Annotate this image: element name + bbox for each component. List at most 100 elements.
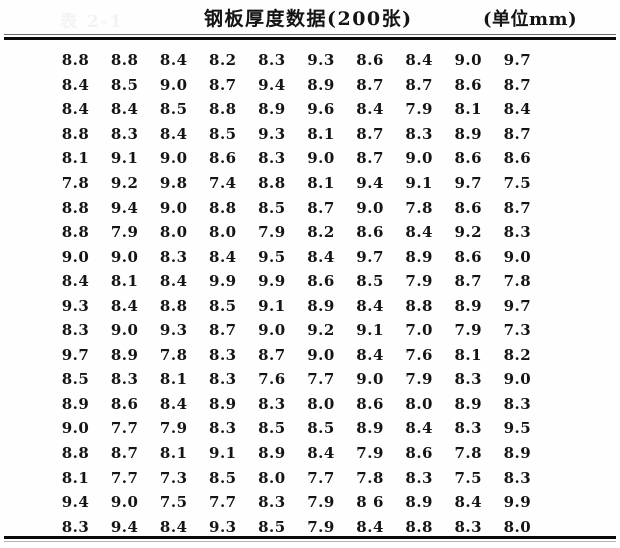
table-cell: 8.1	[159, 444, 188, 463]
table-cell: 8.5	[258, 517, 286, 536]
table-cell: 8.5	[110, 75, 139, 94]
table-row: 7.8 9.2 9.8 7.4 8.8 8.1 9.4 9.1 9.7 7.5	[51, 171, 542, 196]
table-cell: 9.0	[61, 419, 90, 438]
table-cell: 8.6	[454, 75, 483, 94]
table-cell: 7.8	[503, 272, 532, 291]
table-cell: 8.5	[209, 124, 237, 143]
table-cell: 7.8	[61, 174, 90, 192]
bottom-rule-thin	[4, 541, 616, 542]
table-cell: 8.0	[307, 394, 335, 413]
table-cell: 8.3	[503, 468, 532, 487]
table-cell: 8.3	[258, 149, 286, 168]
table-cell: 8.6	[405, 444, 433, 463]
table-cell: 7.7	[110, 468, 139, 487]
table-cell: 7.8	[356, 468, 384, 487]
table-cell: 9.1	[356, 321, 384, 340]
table-row: 8.9 8.6 8.4 8.9 8.3 8.0 8.6 8.0 8.9 8.3	[51, 392, 542, 417]
table-cell: 8.4	[159, 394, 188, 413]
table-cell: 8 6	[356, 493, 384, 512]
table-cell: 8.8	[405, 517, 433, 536]
table-cell: 7.7	[209, 493, 237, 512]
table-cell: 8.9	[454, 296, 483, 315]
table-cell: 8.9	[454, 124, 483, 143]
table-cell: 8.4	[405, 223, 433, 242]
table-cell: 8.8	[258, 174, 286, 192]
table-cell: 9.4	[110, 198, 139, 217]
table-cell: 8.4	[61, 272, 90, 291]
table-cell: 8.9	[258, 444, 286, 463]
table-cell: 8.3	[61, 517, 90, 536]
table-cell: 9.9	[503, 493, 532, 512]
table-cell: 8.4	[110, 296, 139, 315]
table-cell: 8.4	[307, 444, 335, 463]
table-cell: 8.4	[110, 100, 139, 119]
table-cell: 8.4	[307, 247, 335, 266]
table-cell: 8.9	[405, 247, 433, 266]
table-cell: 8.6	[356, 51, 384, 70]
table-cell: 8.3	[159, 247, 188, 266]
table-cell: 8.7	[503, 124, 532, 143]
thickness-data-table: 8.8 8.8 8.4 8.2 8.3 9.3 8.6 8.4 9.0 9.7 8.4 8.5 9.0 8…	[51, 48, 542, 539]
table-row: 8.4 8.1 8.4 9.9 9.9 8.6 8.5 7.9 8.7 7.8	[51, 269, 542, 294]
table-cell: 7.9	[405, 100, 433, 119]
table-row: 8.1 7.7 7.3 8.5 8.0 7.7 7.8 8.3 7.5 8.3	[51, 465, 542, 490]
page-title: 钢板厚度数据(200张)	[204, 8, 413, 30]
table-cell: 9.4	[356, 174, 384, 192]
table-cell: 9.3	[307, 51, 335, 70]
table-cell: 8.1	[454, 345, 483, 364]
table-cell: 9.9	[209, 272, 237, 291]
table-cell: 8.4	[356, 296, 384, 315]
table-cell: 8.6	[307, 272, 335, 291]
table-cell: 9.2	[307, 321, 335, 340]
table-cell: 8.5	[258, 198, 286, 217]
table-cell: 7.3	[503, 321, 532, 340]
table-cell: 8.9	[258, 100, 286, 119]
table-cell: 7.5	[454, 468, 483, 487]
table-cell: 8.7	[503, 198, 532, 217]
table-cell: 9.7	[454, 174, 483, 192]
table-cell: 8.8	[61, 444, 90, 463]
table-cell: 8.7	[405, 75, 433, 94]
ghost-table-number-label: 表 2-1	[60, 12, 124, 32]
table-cell: 9.3	[258, 124, 286, 143]
table-cell: 8.5	[159, 100, 188, 119]
table-row: 8.8 8.7 8.1 9.1 8.9 8.4 7.9 8.6 7.8 8.9	[51, 441, 542, 466]
table-cell: 7.7	[307, 370, 335, 389]
table-cell: 9.8	[159, 174, 188, 192]
table-cell: 8.8	[110, 51, 139, 70]
table-cell: 9.3	[159, 321, 188, 340]
table-cell: 9.0	[454, 51, 483, 70]
table-cell: 9.0	[405, 149, 433, 168]
table-cell: 8.3	[405, 468, 433, 487]
table-cell: 7.9	[454, 321, 483, 340]
table-cell: 8.6	[110, 394, 139, 413]
table-cell: 8.8	[209, 198, 237, 217]
table-cell: 8.3	[110, 370, 139, 389]
table-cell: 8.1	[110, 272, 139, 291]
table-cell: 8.8	[61, 223, 90, 242]
table-cell: 8.8	[159, 296, 188, 315]
table-cell: 7.9	[159, 419, 188, 438]
table-cell: 8.4	[405, 419, 433, 438]
table-cell: 7.8	[159, 345, 188, 364]
table-cell: 8.4	[356, 345, 384, 364]
table-cell: 8.5	[307, 419, 335, 438]
table-cell: 9.1	[110, 149, 139, 168]
table-cell: 8.4	[405, 51, 433, 70]
table-cell: 8.3	[503, 223, 532, 242]
table-cell: 9.0	[356, 198, 384, 217]
table-cell: 8.7	[258, 345, 286, 364]
table-cell: 8.3	[61, 321, 90, 340]
table-row: 8.3 9.0 9.3 8.7 9.0 9.2 9.1 7.0 7.9 7.3	[51, 318, 542, 343]
table-cell: 8.5	[209, 468, 237, 487]
table-cell: 8.5	[356, 272, 384, 291]
table-row: 9.3 8.4 8.8 8.5 9.1 8.9 8.4 8.8 8.9 9.7	[51, 293, 542, 318]
table-cell: 9.0	[110, 493, 139, 512]
table-cell: 8.5	[209, 296, 237, 315]
table-cell: 7.5	[159, 493, 188, 512]
table-cell: 9.1	[209, 444, 237, 463]
table-row: 8.8 8.8 8.4 8.2 8.3 9.3 8.6 8.4 9.0 9.7	[51, 48, 542, 73]
table-cell: 8.7	[307, 198, 335, 217]
table-row: 8.3 9.4 8.4 9.3 8.5 7.9 8.4 8.8 8.3 8.0	[51, 514, 542, 539]
